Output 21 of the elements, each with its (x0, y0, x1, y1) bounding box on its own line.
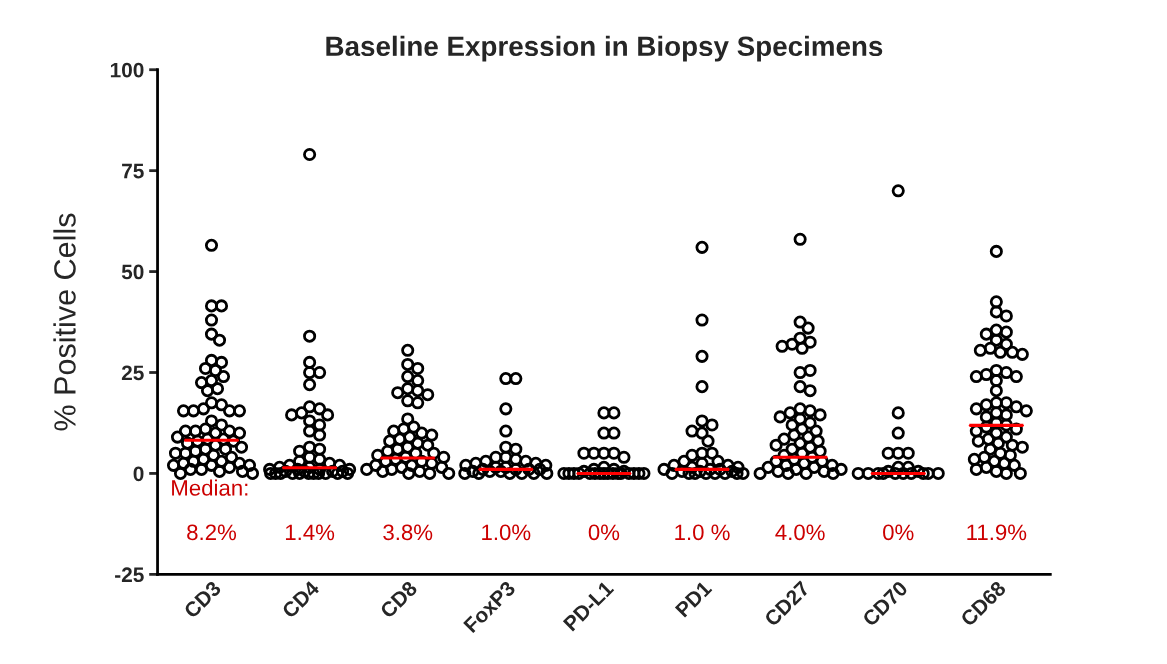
annotation: 1.4% (285, 524, 335, 541)
chart-title: Baseline Expression in Biopsy Specimens (326, 35, 883, 62)
x-tick-label: CD3 (183, 580, 222, 619)
y-tick-label: 50 (121, 264, 144, 280)
y-tick-label: 100 (110, 62, 144, 78)
annotation: 8.2% (187, 524, 237, 541)
annotation: 4.0% (775, 524, 825, 541)
y-tick-label: 25 (121, 365, 144, 381)
annotation: 1.0% (482, 524, 531, 541)
y-tick-label: -25 (115, 567, 144, 583)
y-tick-label: 75 (122, 163, 144, 179)
x-tick-label: PD1 (674, 580, 713, 618)
annotation: 3.8% (383, 524, 433, 541)
annotation: Median: (172, 479, 248, 496)
annotation: 0% (588, 524, 620, 541)
annotation: 1.0 % (675, 524, 730, 541)
y-axis-title: % Positive Cells (53, 213, 76, 431)
x-tick-label: CD8 (379, 580, 419, 619)
annotation: 11.9% (967, 524, 1027, 541)
annotation: 0% (883, 524, 914, 541)
y-tick-label: 0 (133, 466, 144, 482)
